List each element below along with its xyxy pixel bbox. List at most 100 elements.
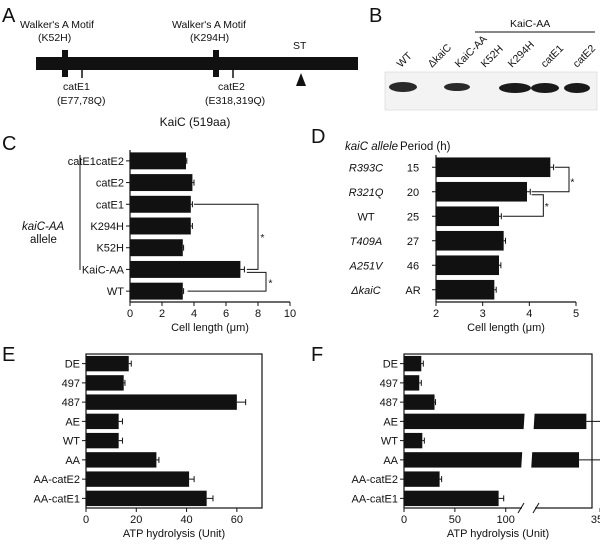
bar-497 — [404, 375, 420, 391]
category-label-wt: WT — [107, 286, 124, 298]
bar-kaic-aa — [130, 260, 241, 278]
bar-de — [86, 355, 129, 372]
category-label-a251v: A251V — [348, 260, 384, 272]
st-triangle — [296, 73, 306, 86]
band-wt — [389, 82, 417, 92]
x-tick-label-60: 60 — [231, 514, 243, 526]
x-tick-label-40: 40 — [180, 514, 192, 526]
western-blot-membrane — [384, 71, 598, 111]
x-tick-label-0: 0 — [83, 514, 89, 526]
category-label-t409a: T409A — [350, 236, 382, 248]
x-tick-label-4: 4 — [526, 308, 532, 320]
category-label-wt: WT — [63, 436, 80, 448]
bar-k294h — [130, 217, 191, 235]
panel-d: D kaiC allele Period (h) 2 3 4 5 Cell length… — [311, 126, 579, 334]
category-label-kaic: ΔkaiC — [350, 285, 380, 297]
category-label-aa-cate1: AA-catE1 — [34, 493, 80, 505]
chart-c: 0 2 4 6 8 10 Cell length (μm) catE1catE2 catE2 ca… — [68, 150, 296, 334]
x-tick-label-8: 8 — [255, 308, 261, 320]
side-label-kaic-aa: kaiC-AA — [22, 221, 65, 233]
panel-e: E 0 20 40 60 ATP hydrolysis (Unit) DE 497 487 AE… — [2, 344, 263, 540]
category-label-aa: AA — [65, 455, 80, 467]
x-tick-label-10: 10 — [284, 308, 296, 320]
lane-label-cate2: catE2 — [571, 43, 599, 71]
x-tick-label-5: 5 — [573, 308, 579, 320]
category-label-r321q: R321Q — [349, 187, 384, 199]
category-label-487: 487 — [380, 397, 398, 409]
category-label-cate1cate2: catE1catE2 — [68, 156, 124, 168]
k294h-marker — [213, 50, 219, 77]
bar-t409a — [436, 230, 504, 251]
category-label-487: 487 — [62, 397, 80, 409]
kaic-aa-group-label: KaiC-AA — [510, 18, 550, 30]
panel-c: C kaiC-AA allele 0 2 4 6 8 10 Cell length (μm)… — [2, 133, 296, 334]
x-axis-title: ATP hydrolysis (Unit) — [123, 528, 225, 540]
x-tick-label-20: 20 — [130, 514, 142, 526]
significance-star-1: * — [260, 232, 264, 244]
walker-a-label-2: Walker's A Motif — [172, 19, 246, 31]
bar-aa-cate2 — [86, 471, 190, 487]
x-axis-title: Cell length (μm) — [467, 322, 545, 334]
band-kaic-aa — [444, 83, 470, 91]
band-k294h — [499, 83, 531, 93]
x-tick-label-50: 50 — [449, 514, 461, 526]
category-label-cate1: catE1 — [96, 199, 124, 211]
category-label-aa-cate2: AA-catE2 — [34, 474, 80, 486]
significance-bracket-1 — [531, 166, 570, 193]
plot-frame — [403, 353, 593, 509]
x-tick-label-2: 2 — [433, 308, 439, 320]
bar-aa-cate2 — [404, 471, 440, 487]
panel-e-letter: E — [2, 344, 15, 366]
cate1-label: catE1 — [63, 81, 90, 93]
period-wt: 25 — [407, 211, 419, 223]
x-tick-label-0: 0 — [127, 308, 133, 320]
category-label-de: DE — [65, 359, 80, 371]
lane-label-k294h: K294H — [506, 39, 537, 70]
panel-d-letter: D — [311, 126, 325, 148]
x-tick-label-6: 6 — [223, 308, 229, 320]
bar-wt — [404, 432, 423, 449]
lane-label-wt: WT — [395, 50, 415, 70]
period-t409a: 27 — [407, 236, 419, 248]
protein-label: KaiC (519aa) — [160, 115, 231, 129]
significance-star-2: * — [545, 201, 549, 213]
bar-497 — [86, 375, 124, 391]
significance-bracket-2 — [502, 194, 544, 217]
cate2-mutation: (E318,319Q) — [205, 95, 265, 107]
period-kaic: AR — [405, 285, 420, 297]
bar-487 — [404, 394, 435, 410]
category-label-de: DE — [383, 359, 398, 371]
walker-a-label-1: Walker's A Motif — [20, 19, 94, 31]
bar-cate2 — [130, 174, 193, 192]
panel-f-letter: F — [311, 344, 323, 366]
axis-break-mask — [522, 506, 535, 510]
bar-cate1 — [130, 195, 191, 213]
bar-wt — [436, 206, 499, 227]
category-label-497: 497 — [62, 378, 80, 390]
bar-wt — [86, 432, 119, 449]
bar-de — [404, 355, 422, 372]
bar-k52h — [130, 239, 183, 257]
plot-frame — [85, 353, 263, 509]
period-a251v: 46 — [407, 260, 419, 272]
category-label-aa-cate2: AA-catE2 — [352, 474, 398, 486]
bar-aa — [86, 452, 157, 468]
axis-break-slash-1 — [517, 502, 525, 514]
category-label-kaic-aa: KaiC-AA — [82, 264, 125, 276]
header-allele: kaiC allele — [345, 141, 398, 153]
kaic-protein-bar — [36, 57, 358, 70]
x-tick-label-2: 2 — [159, 308, 165, 320]
period-r321q: 20 — [407, 187, 419, 199]
bar-ae — [86, 413, 119, 430]
significance-bracket-1 — [194, 203, 259, 270]
x-tick-label-100: 100 — [497, 514, 515, 526]
bar-aa — [404, 452, 580, 468]
bar-r393c — [436, 157, 551, 178]
axis-break-gap — [519, 358, 538, 504]
category-label-aa: AA — [383, 455, 398, 467]
lane-label-cate1: catE1 — [539, 43, 567, 71]
